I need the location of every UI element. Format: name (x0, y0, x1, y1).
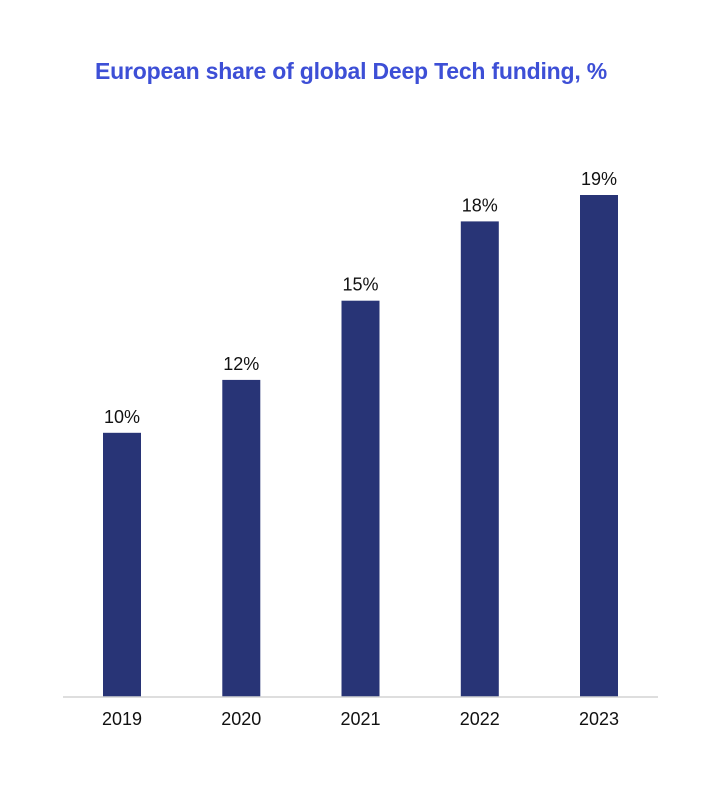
value-label-2020: 12% (223, 354, 259, 374)
x-tick-labels-group: 2019 2020 2021 2022 2023 (102, 709, 619, 729)
value-label-2021: 15% (342, 275, 378, 295)
value-labels-group: 10% 12% 15% 18% 19% (104, 169, 617, 427)
x-tick-label-2022: 2022 (460, 709, 500, 729)
bar-2023 (580, 195, 618, 697)
x-tick-label-2019: 2019 (102, 709, 142, 729)
value-label-2022: 18% (462, 195, 498, 215)
x-tick-label-2020: 2020 (221, 709, 261, 729)
value-label-2019: 10% (104, 407, 140, 427)
bar-2022 (460, 221, 499, 697)
value-label-2023: 19% (581, 169, 617, 189)
chart-title: European share of global Deep Tech fundi… (95, 58, 607, 84)
bar-2019 (103, 432, 141, 697)
x-tick-label-2023: 2023 (579, 709, 619, 729)
bar-2020 (222, 379, 261, 697)
bars-group (103, 195, 618, 697)
x-tick-label-2021: 2021 (340, 709, 380, 729)
bar-2021 (341, 300, 380, 697)
